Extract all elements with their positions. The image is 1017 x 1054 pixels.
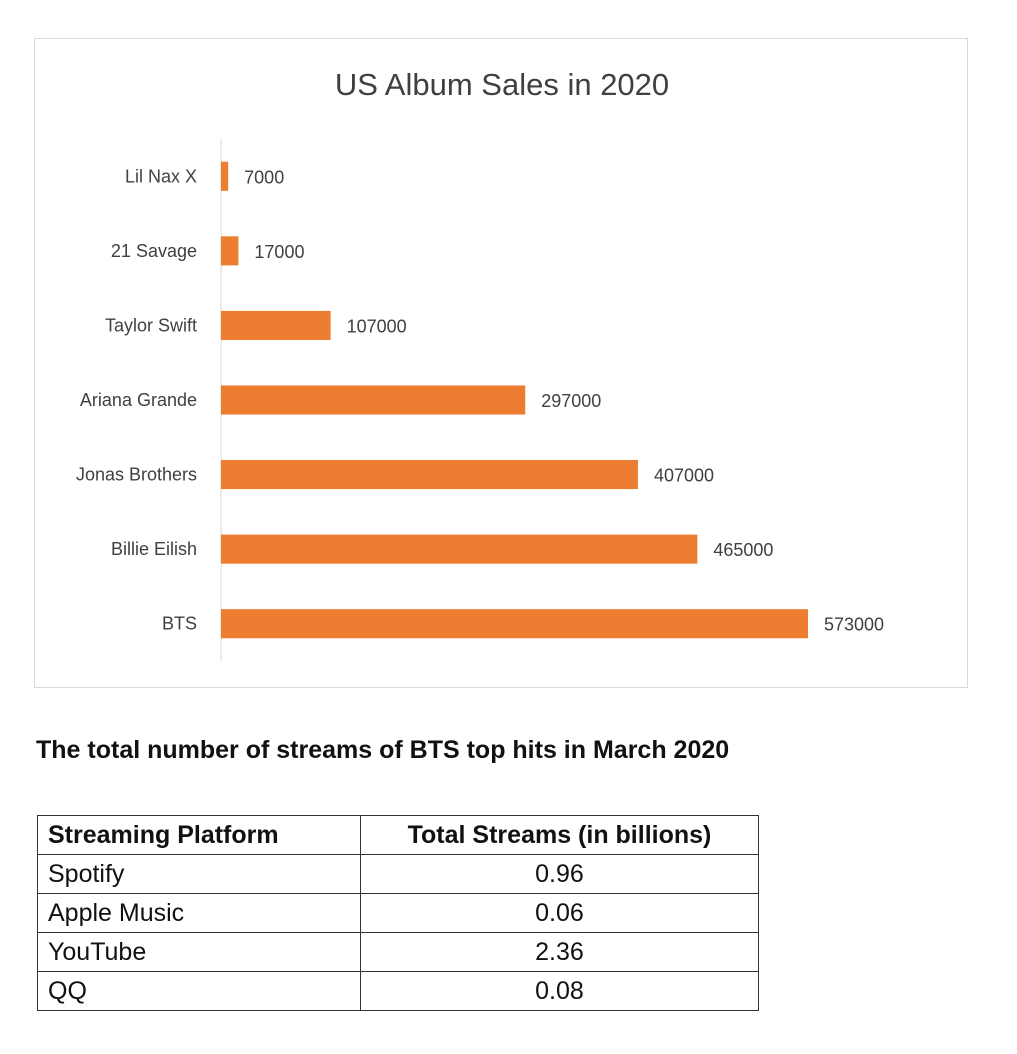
chart-frame: US Album Sales in 2020 Lil Nax X 7000 21 S…	[34, 38, 968, 688]
bar	[221, 385, 526, 415]
bar	[221, 534, 698, 564]
platform-cell: Spotify	[37, 854, 361, 894]
category-label: Taylor Swift	[105, 315, 197, 335]
category-label: Ariana Grande	[80, 390, 197, 410]
streams-cell: 0.06	[360, 893, 759, 933]
bar	[221, 310, 331, 340]
category-label: BTS	[162, 614, 197, 634]
streams-cell: 0.08	[360, 971, 759, 1011]
platform-cell: QQ	[37, 971, 361, 1011]
data-label: 297000	[541, 391, 601, 411]
category-label: Lil Nax X	[125, 166, 197, 186]
table-header-row: Streaming Platform Total Streams (in bil…	[37, 815, 759, 855]
chart-title: US Album Sales in 2020	[335, 67, 669, 102]
bar	[221, 236, 239, 266]
bar	[221, 609, 808, 639]
data-label: 17000	[254, 242, 304, 262]
platform-cell: Apple Music	[37, 893, 361, 933]
table-row: YouTube 2.36	[37, 932, 759, 972]
streams-table: Streaming Platform Total Streams (in bil…	[37, 815, 759, 1011]
category-label: Billie Eilish	[111, 539, 197, 559]
streams-cell: 2.36	[360, 932, 759, 972]
data-label: 573000	[824, 615, 884, 635]
table-row: Apple Music 0.06	[37, 893, 759, 933]
header-total-streams: Total Streams (in billions)	[360, 815, 759, 855]
table-row: QQ 0.08	[37, 971, 759, 1011]
header-streaming-platform: Streaming Platform	[37, 815, 361, 855]
bar	[221, 161, 229, 191]
table-row: Spotify 0.96	[37, 854, 759, 894]
data-label: 7000	[244, 167, 284, 187]
bars-layer: Lil Nax X 7000 21 Savage 17000 Taylor Swift 1…	[76, 139, 884, 661]
data-label: 107000	[347, 316, 407, 336]
streams-cell: 0.96	[360, 854, 759, 894]
streams-section-heading: The total number of streams of BTS top h…	[36, 736, 730, 764]
album-sales-chart: US Album Sales in 2020 Lil Nax X 7000 21 S…	[76, 67, 884, 661]
platform-cell: YouTube	[37, 932, 361, 972]
category-label: 21 Savage	[111, 241, 197, 261]
bar	[221, 460, 638, 490]
data-label: 407000	[654, 466, 714, 486]
data-label: 465000	[713, 540, 773, 560]
category-label: Jonas Brothers	[76, 465, 197, 485]
